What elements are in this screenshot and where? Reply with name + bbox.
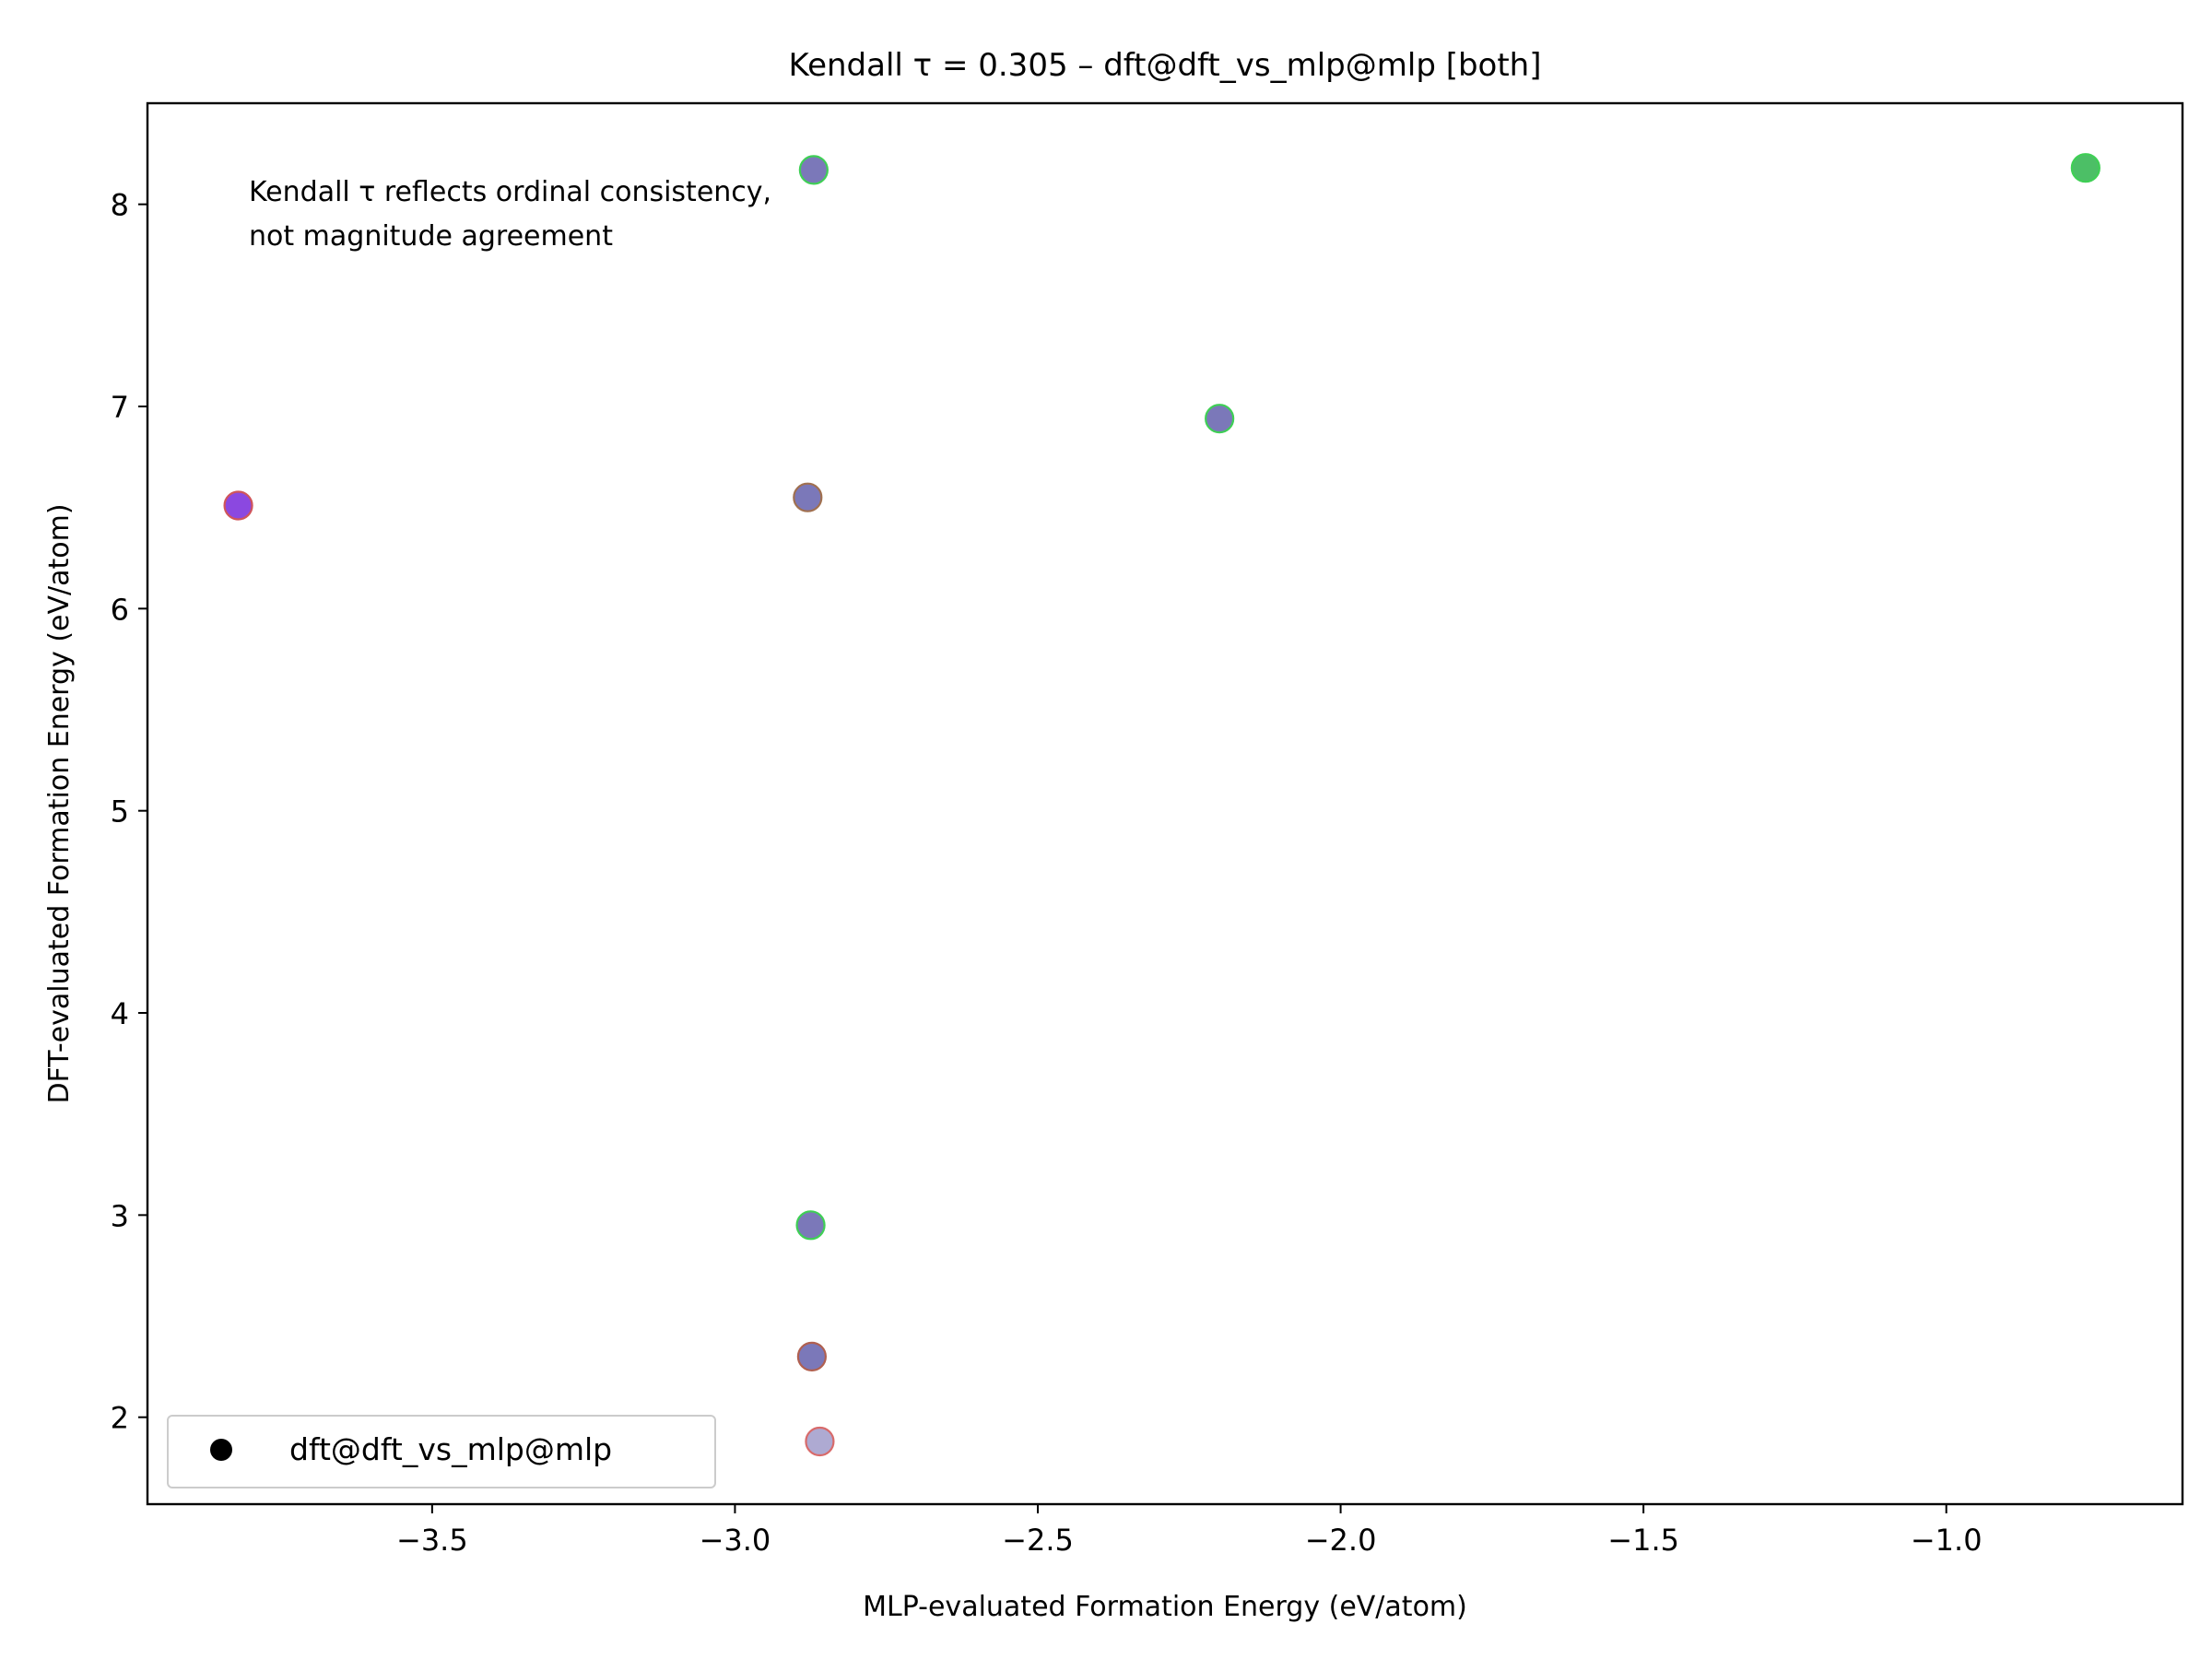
x-tick-label: −3.5 <box>396 1523 468 1558</box>
data-point <box>796 1341 827 1371</box>
points-layer <box>223 153 2100 1457</box>
x-axis-label: MLP-evaluated Formation Energy (eV/atom) <box>863 1591 1467 1623</box>
annotation-text: Kendall τ reflects ordinal consistency, … <box>249 176 781 253</box>
legend-frame <box>167 1415 716 1488</box>
annotation-line-2: not magnitude agreement <box>249 220 613 253</box>
annotation-line-1: Kendall τ reflects ordinal consistency, <box>249 176 771 208</box>
y-tick-label: 6 <box>111 592 129 627</box>
legend-marker <box>210 1439 232 1461</box>
data-point <box>1205 404 1235 434</box>
data-point <box>793 482 823 512</box>
data-point <box>223 490 253 521</box>
x-tick-label: −1.5 <box>1607 1523 1679 1558</box>
data-point <box>798 155 829 185</box>
y-tick-label: 7 <box>111 390 129 425</box>
plot-area-frame <box>146 101 2184 1506</box>
y-tick-label: 5 <box>111 794 129 830</box>
y-axis: 2 3 4 5 6 7 8 <box>111 188 147 1436</box>
legend: dft@dft_vs_mlp@mlp <box>167 1415 716 1488</box>
x-tick-label: −2.5 <box>1002 1523 1074 1558</box>
y-tick-label: 3 <box>111 1198 129 1233</box>
x-tick-label: −3.0 <box>700 1523 771 1558</box>
chart-title: Kendall τ = 0.305 – dft@dft_vs_mlp@mlp [… <box>788 47 1541 84</box>
legend-label: dft@dft_vs_mlp@mlp <box>289 1431 612 1467</box>
x-tick-label: −1.0 <box>1911 1523 1983 1558</box>
data-point <box>795 1210 826 1241</box>
data-point <box>805 1426 835 1457</box>
y-tick-label: 2 <box>111 1401 129 1436</box>
y-axis-label: DFT-evaluated Formation Energy (eV/atom) <box>43 503 76 1103</box>
x-axis: −3.5 −3.0 −2.5 −2.0 −1.5 −1.0 <box>396 1504 1983 1558</box>
data-point <box>2070 153 2100 183</box>
y-tick-label: 8 <box>111 188 129 223</box>
x-tick-label: −2.0 <box>1305 1523 1377 1558</box>
y-tick-label: 4 <box>111 996 129 1031</box>
